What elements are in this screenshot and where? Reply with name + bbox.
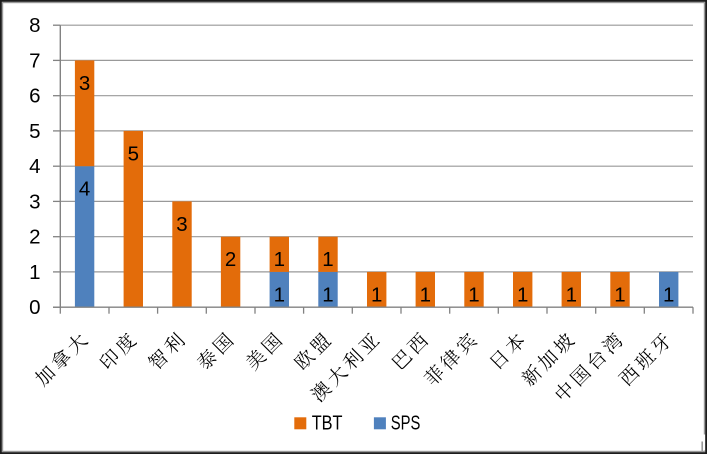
svg-text:1: 1 (322, 248, 333, 271)
svg-text:1: 1 (517, 283, 528, 306)
svg-text:1: 1 (274, 283, 285, 306)
svg-text:1: 1 (322, 283, 333, 306)
svg-text:TBT: TBT (312, 411, 343, 434)
svg-text:5: 5 (29, 120, 40, 143)
svg-text:1: 1 (274, 248, 285, 271)
svg-text:1: 1 (663, 283, 674, 306)
svg-text:5: 5 (128, 142, 139, 165)
svg-text:4: 4 (79, 178, 90, 201)
svg-text:3: 3 (79, 72, 90, 95)
svg-text:7: 7 (29, 49, 40, 72)
svg-text:4: 4 (29, 155, 40, 178)
svg-text:1: 1 (420, 283, 431, 306)
svg-text:1: 1 (614, 283, 625, 306)
svg-text:6: 6 (29, 85, 40, 108)
svg-text:1: 1 (371, 283, 382, 306)
svg-text:1: 1 (566, 283, 577, 306)
svg-text:8: 8 (29, 14, 40, 37)
svg-text:3: 3 (29, 190, 40, 213)
svg-text:1: 1 (29, 261, 40, 284)
svg-text:0: 0 (29, 296, 40, 319)
svg-text:SPS: SPS (391, 411, 421, 434)
svg-text:2: 2 (29, 226, 40, 249)
svg-text:2: 2 (225, 248, 236, 271)
svg-text:1: 1 (468, 283, 479, 306)
svg-text:3: 3 (176, 213, 187, 236)
